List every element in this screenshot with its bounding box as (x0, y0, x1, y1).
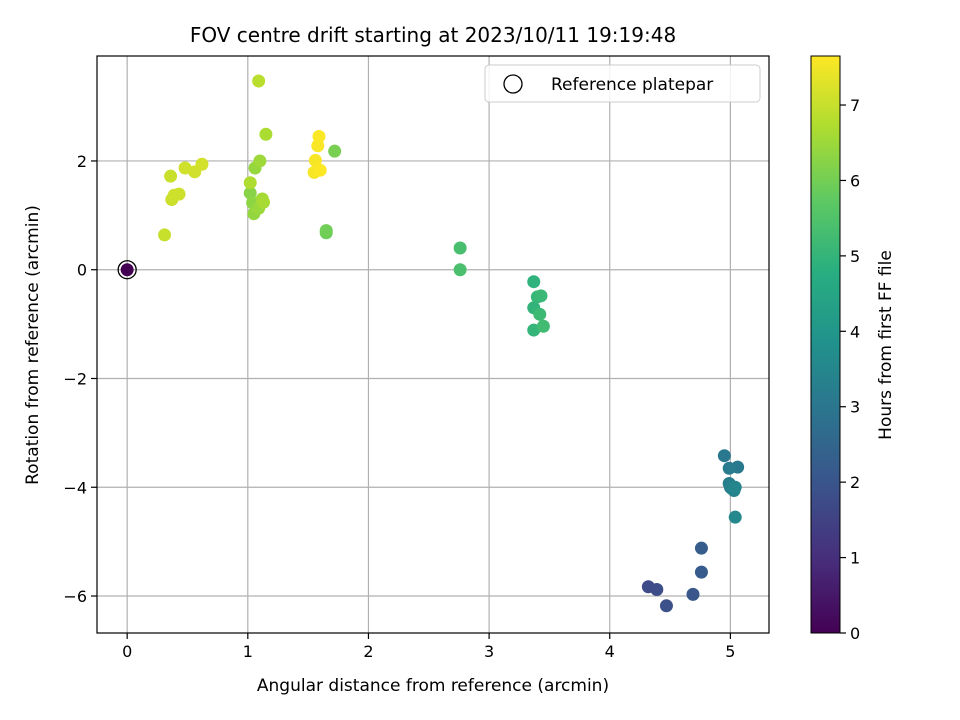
y-tick-label: −2 (63, 369, 87, 388)
grid-lines (97, 56, 769, 633)
data-point (256, 195, 270, 209)
data-point (259, 127, 273, 141)
data-point (686, 587, 700, 601)
legend-box (484, 64, 761, 103)
colorbar-tick-label: 1 (850, 549, 860, 568)
y-tick-label: 2 (77, 152, 87, 171)
data-point (722, 461, 736, 475)
data-point (659, 599, 673, 613)
data-point (453, 241, 467, 255)
data-point (253, 154, 267, 168)
data-point (533, 307, 547, 321)
data-point (164, 169, 178, 183)
data-point (728, 480, 742, 494)
x-tick-label: 0 (122, 642, 132, 661)
data-point (534, 289, 548, 303)
legend-label-reference: Reference platepar (551, 75, 713, 95)
x-axis-label: Angular distance from reference (arcmin) (257, 676, 609, 696)
data-point (158, 228, 172, 242)
x-tick-label: 5 (725, 642, 735, 661)
data-point (650, 582, 664, 596)
reference-platepar-marker (117, 260, 137, 280)
colorbar-tick-label: 7 (850, 96, 860, 115)
colorbar-tick-label: 0 (850, 624, 860, 643)
data-point (243, 186, 257, 200)
chart-title: FOV centre drift starting at 2023/10/11 … (190, 23, 676, 47)
data-point (319, 224, 333, 238)
colorbar-tick-label: 6 (850, 171, 860, 190)
data-point (252, 74, 266, 88)
data-point (717, 449, 731, 463)
y-ticks: −6 −4 −2 0 2 (63, 152, 97, 606)
plot-frame (96, 55, 770, 634)
x-tick-label: 4 (605, 642, 615, 661)
x-tick-label: 3 (484, 642, 494, 661)
data-point (312, 129, 326, 143)
x-ticks: 0 1 2 3 4 5 (122, 633, 735, 661)
data-point (728, 510, 742, 524)
legend-marker-reference (503, 74, 523, 94)
data-point (536, 319, 550, 333)
y-axis-label: Rotation from reference (arcmin) (23, 205, 43, 485)
legend: Reference platepar (484, 64, 761, 103)
data-point (308, 153, 322, 167)
x-tick-label: 2 (363, 642, 373, 661)
colorbar-gradient (810, 55, 841, 634)
colorbar-ticks: 0 1 2 3 4 5 6 7 (840, 96, 860, 643)
data-point (243, 176, 257, 190)
colorbar: 0 1 2 3 4 5 6 7 Hours from first FF file (810, 55, 896, 643)
y-tick-label: −4 (63, 478, 87, 497)
colorbar-tick-label: 4 (850, 322, 860, 341)
data-point (527, 275, 541, 289)
data-point (195, 157, 209, 171)
colorbar-label: Hours from first FF file (876, 250, 896, 440)
colorbar-tick-label: 5 (850, 247, 860, 266)
data-point (453, 263, 467, 277)
data-points (117, 74, 745, 613)
y-tick-label: −6 (63, 587, 87, 606)
x-tick-label: 1 (243, 642, 253, 661)
y-tick-label: 0 (77, 261, 87, 280)
data-point (694, 565, 708, 579)
data-point (172, 187, 186, 201)
data-point (313, 163, 327, 177)
data-point (120, 263, 134, 277)
data-point (694, 541, 708, 555)
data-point (328, 144, 342, 158)
colorbar-tick-label: 2 (850, 473, 860, 492)
colorbar-tick-label: 3 (850, 398, 860, 417)
